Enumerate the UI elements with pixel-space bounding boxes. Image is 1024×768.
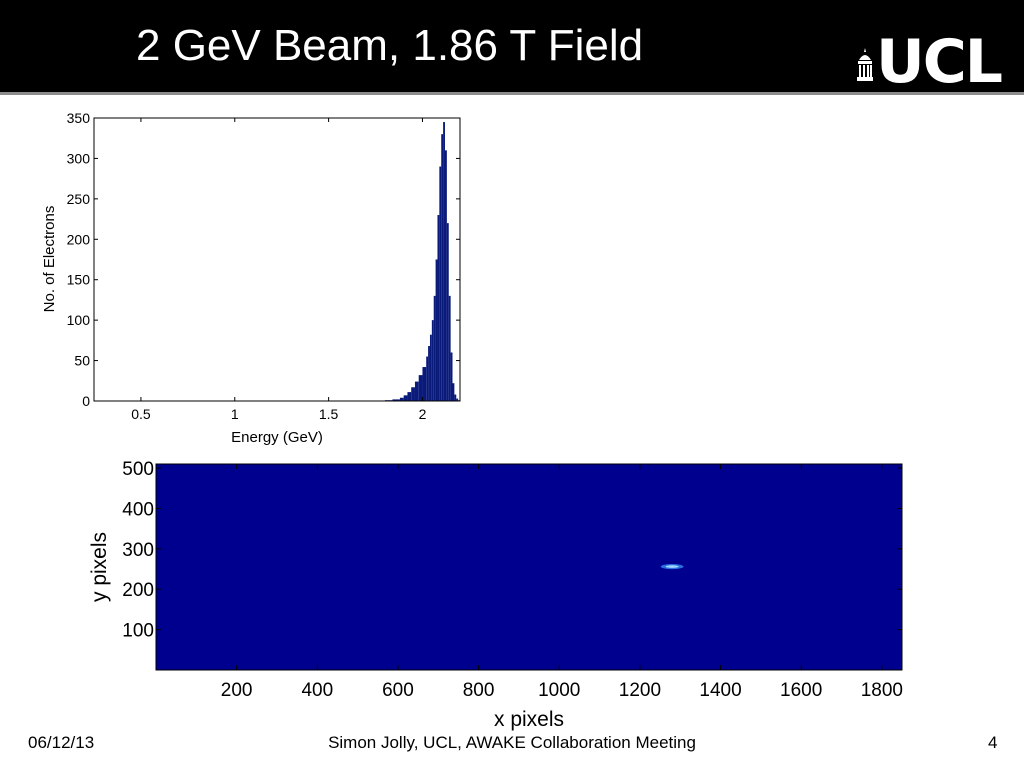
heatmap-x-tick-label: 1800 (861, 680, 903, 701)
heatmap-y-tick-label: 500 (122, 459, 154, 480)
heatmap-y-tick-label: 100 (122, 621, 154, 642)
heatmap-y-tick-label: 400 (122, 499, 154, 520)
histogram-bar (403, 395, 408, 401)
histogram-bar (418, 375, 423, 401)
heatmap-x-tick-label: 1200 (619, 680, 661, 701)
histogram-bar (439, 166, 442, 401)
heatmap-y-tick-label: 300 (122, 540, 154, 561)
heatmap-x-axis-label: x pixels (494, 708, 564, 731)
histogram-bar (428, 346, 430, 401)
footer-presenter: Simon Jolly, UCL, AWAKE Collaboration Me… (328, 733, 696, 752)
heatmap-x-tick-label: 800 (463, 680, 495, 701)
histogram-bar (435, 259, 438, 401)
heatmap-x-tick-label: 1400 (699, 680, 741, 701)
histogram-y-tick-label: 0 (82, 393, 90, 409)
histogram-bar (444, 150, 447, 401)
heatmap-background (156, 464, 902, 670)
histogram-bar (452, 383, 455, 401)
histogram-bar (431, 320, 434, 401)
histogram-bar (426, 356, 429, 401)
footer-page-number: 4 (988, 733, 998, 752)
histogram-bar (422, 367, 427, 401)
histogram-bar (429, 334, 432, 401)
histogram-bar (392, 399, 400, 401)
portico-dome-icon (857, 48, 873, 81)
histogram-bar (441, 134, 444, 401)
heatmap-frame (155, 463, 903, 671)
heatmap-x-tick-label: 200 (221, 680, 253, 701)
histogram-y-tick-label: 50 (74, 353, 90, 369)
histogram-bar (446, 223, 449, 401)
beam-spot-heatmap: 200 400 600 800 1000 1200 1400 1600 1800 100 200 30… (88, 459, 903, 731)
title-divider (0, 92, 1024, 95)
histogram-y-tick-label: 200 (67, 231, 91, 247)
histogram-bar (454, 394, 457, 401)
histogram-x-axis-label: Energy (GeV) (231, 429, 323, 446)
title-bar: 2 GeV Beam, 1.86 T Field UCL (0, 0, 1024, 92)
energy-histogram: 0.5 1 1.5 2 0 50 100 150 200 250 300 350 Energy (Ge… (41, 110, 461, 446)
slide-title: 2 GeV Beam, 1.86 T Field (136, 21, 644, 70)
histogram-bar (450, 352, 453, 401)
footer-date: 06/12/13 (28, 733, 95, 752)
histogram-y-tick-label: 250 (67, 191, 91, 207)
logo-text: UCL (876, 27, 1003, 97)
heatmap-x-tick-label: 1000 (538, 680, 580, 701)
histogram-x-tick-label: 0.5 (131, 406, 151, 422)
histogram-bar (407, 392, 412, 401)
histogram-y-tick-label: 350 (67, 110, 91, 126)
histogram-bar (433, 295, 436, 401)
histogram-bar (399, 397, 404, 401)
heatmap-x-tick-label: 1600 (780, 680, 822, 701)
beam-spot (665, 565, 679, 568)
histogram-bars (384, 122, 460, 402)
histogram-bar (456, 398, 459, 401)
histogram-bar (448, 295, 451, 401)
histogram-bar (414, 381, 419, 401)
heatmap-ticks: 200 400 600 800 1000 1200 1400 1600 1800 100 200 30… (122, 459, 903, 701)
heatmap-x-tick-label: 400 (301, 680, 333, 701)
histogram-bar (437, 215, 440, 401)
heatmap-y-axis-label: y pixels (88, 532, 111, 602)
histogram-x-tick-label: 1 (231, 406, 239, 422)
histogram-bar (411, 387, 415, 401)
heatmap-y-tick-label: 200 (122, 580, 154, 601)
histogram-y-axis-label: No. of Electrons (41, 206, 58, 313)
histogram-x-tick-label: 1.5 (319, 406, 339, 422)
histogram-bar (443, 122, 445, 402)
histogram-y-tick-label: 300 (67, 150, 91, 166)
histogram-x-tick-label: 2 (419, 406, 427, 422)
ucl-logo: UCL (856, 32, 1016, 94)
histogram-y-tick-label: 150 (67, 272, 91, 288)
heatmap-x-tick-label: 600 (382, 680, 414, 701)
histogram-frame (93, 117, 461, 402)
histogram-y-tick-label: 100 (67, 312, 91, 328)
histogram-ticks: 0.5 1 1.5 2 0 50 100 150 200 250 300 350 (67, 110, 460, 422)
